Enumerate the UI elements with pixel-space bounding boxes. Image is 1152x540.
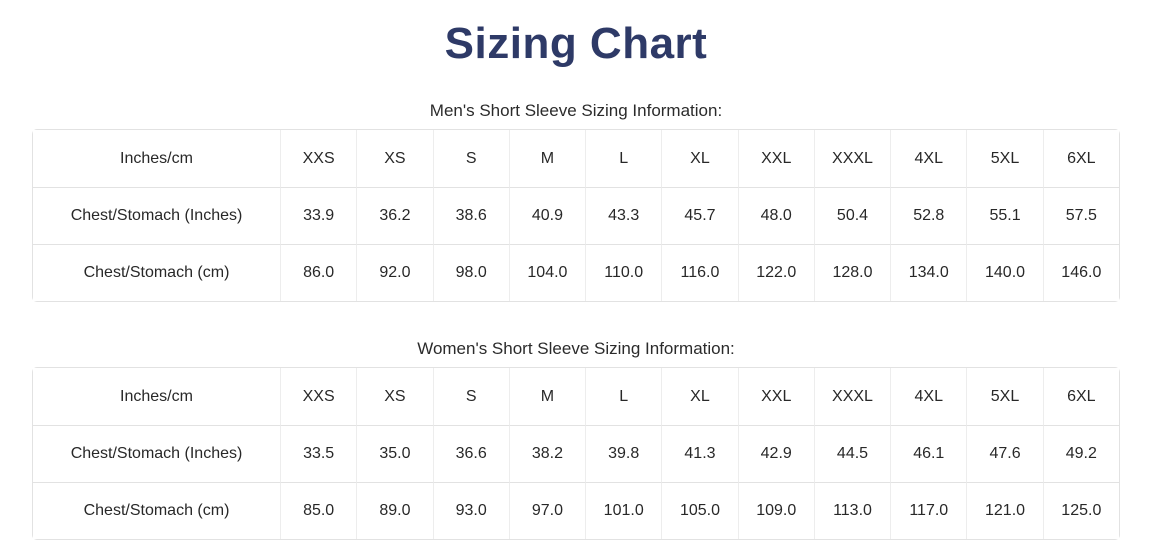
measurement-cell: 42.9 — [737, 425, 814, 482]
size-column-header: S — [432, 130, 509, 187]
measurement-cell: 46.1 — [890, 425, 967, 482]
size-column-header: XS — [356, 130, 433, 187]
measurement-cell: 38.6 — [432, 187, 509, 244]
size-column-header: L — [585, 368, 662, 425]
measurement-cell: 43.3 — [585, 187, 662, 244]
measurement-cell: 110.0 — [585, 244, 662, 301]
womens-sizing-section: Women's Short Sleeve Sizing Information:… — [0, 338, 1152, 540]
measurement-cell: 45.7 — [661, 187, 738, 244]
size-column-header: 6XL — [1042, 368, 1119, 425]
size-column-header: XXS — [280, 368, 357, 425]
size-column-header: 5XL — [966, 130, 1043, 187]
mens-section-subtitle: Men's Short Sleeve Sizing Information: — [429, 101, 723, 120]
womens-sizing-table: Inches/cm XXS XS S M L XL XXL XXXL 4XL 5XL 6XL Chest… — [32, 367, 1120, 540]
measurement-cell: 36.6 — [432, 425, 509, 482]
table-row: Chest/Stomach (Inches) 33.9 36.2 38.6 40.9 43… — [33, 187, 1119, 244]
measurement-cell: 85.0 — [280, 482, 357, 539]
row-label: Chest/Stomach (Inches) — [33, 425, 280, 482]
measurement-cell: 98.0 — [432, 244, 509, 301]
measurement-cell: 92.0 — [356, 244, 433, 301]
size-column-header: 4XL — [890, 368, 967, 425]
measurement-cell: 39.8 — [585, 425, 662, 482]
row-label: Chest/Stomach (cm) — [33, 244, 280, 301]
measurement-cell: 128.0 — [813, 244, 891, 301]
measurement-cell: 38.2 — [508, 425, 586, 482]
size-column-header: 4XL — [890, 130, 967, 187]
row-label: Chest/Stomach (Inches) — [33, 187, 280, 244]
womens-section-subtitle: Women's Short Sleeve Sizing Information: — [417, 339, 735, 358]
measurement-cell: 48.0 — [737, 187, 814, 244]
size-column-header: S — [432, 368, 509, 425]
measurement-cell: 36.2 — [356, 187, 433, 244]
mens-sizing-table: Inches/cm XXS XS S M L XL XXL XXXL 4XL 5XL 6XL Chest… — [32, 129, 1120, 302]
measurement-cell: 116.0 — [661, 244, 738, 301]
measurement-cell: 41.3 — [661, 425, 738, 482]
measurement-cell: 122.0 — [737, 244, 814, 301]
size-column-header: 6XL — [1042, 130, 1119, 187]
measurement-cell: 33.5 — [280, 425, 357, 482]
measurement-cell: 47.6 — [966, 425, 1043, 482]
measurement-cell: 86.0 — [280, 244, 357, 301]
measurement-cell: 35.0 — [356, 425, 433, 482]
measure-unit-header: Inches/cm — [33, 368, 280, 425]
measurement-cell: 33.9 — [280, 187, 357, 244]
mens-sizing-section: Men's Short Sleeve Sizing Information: I… — [0, 100, 1152, 302]
size-column-header: XL — [661, 368, 738, 425]
size-column-header: XS — [356, 368, 433, 425]
measurement-cell: 40.9 — [508, 187, 586, 244]
size-column-header: XXS — [280, 130, 357, 187]
table-header-row: Inches/cm XXS XS S M L XL XXL XXXL 4XL 5XL 6XL — [33, 368, 1119, 425]
measure-unit-header: Inches/cm — [33, 130, 280, 187]
measurement-cell: 134.0 — [890, 244, 967, 301]
measurement-cell: 44.5 — [813, 425, 891, 482]
measurement-cell: 50.4 — [813, 187, 891, 244]
size-column-header: M — [508, 368, 586, 425]
size-column-header: XXXL — [813, 130, 891, 187]
measurement-cell: 57.5 — [1042, 187, 1119, 244]
measurement-cell: 105.0 — [661, 482, 738, 539]
measurement-cell: 55.1 — [966, 187, 1043, 244]
measurement-cell: 49.2 — [1042, 425, 1119, 482]
measurement-cell: 97.0 — [508, 482, 586, 539]
measurement-cell: 117.0 — [890, 482, 967, 539]
size-column-header: XL — [661, 130, 738, 187]
measurement-cell: 101.0 — [585, 482, 662, 539]
size-column-header: L — [585, 130, 662, 187]
page-title: Sizing Chart — [444, 19, 708, 68]
measurement-cell: 104.0 — [508, 244, 586, 301]
size-column-header: XXL — [737, 130, 814, 187]
table-row: Chest/Stomach (Inches) 33.5 35.0 36.6 38.2 39… — [33, 425, 1119, 482]
row-label: Chest/Stomach (cm) — [33, 482, 280, 539]
size-column-header: 5XL — [966, 368, 1043, 425]
measurement-cell: 113.0 — [813, 482, 891, 539]
table-header-row: Inches/cm XXS XS S M L XL XXL XXXL 4XL 5XL 6XL — [33, 130, 1119, 187]
size-column-header: M — [508, 130, 586, 187]
measurement-cell: 109.0 — [737, 482, 814, 539]
measurement-cell: 52.8 — [890, 187, 967, 244]
size-column-header: XXL — [737, 368, 814, 425]
size-column-header: XXXL — [813, 368, 891, 425]
table-row: Chest/Stomach (cm) 86.0 92.0 98.0 104.0 110.0… — [33, 244, 1119, 301]
measurement-cell: 121.0 — [966, 482, 1043, 539]
measurement-cell: 125.0 — [1042, 482, 1119, 539]
measurement-cell: 146.0 — [1042, 244, 1119, 301]
measurement-cell: 140.0 — [966, 244, 1043, 301]
table-row: Chest/Stomach (cm) 85.0 89.0 93.0 97.0 101.0 1… — [33, 482, 1119, 539]
measurement-cell: 93.0 — [432, 482, 509, 539]
measurement-cell: 89.0 — [356, 482, 433, 539]
